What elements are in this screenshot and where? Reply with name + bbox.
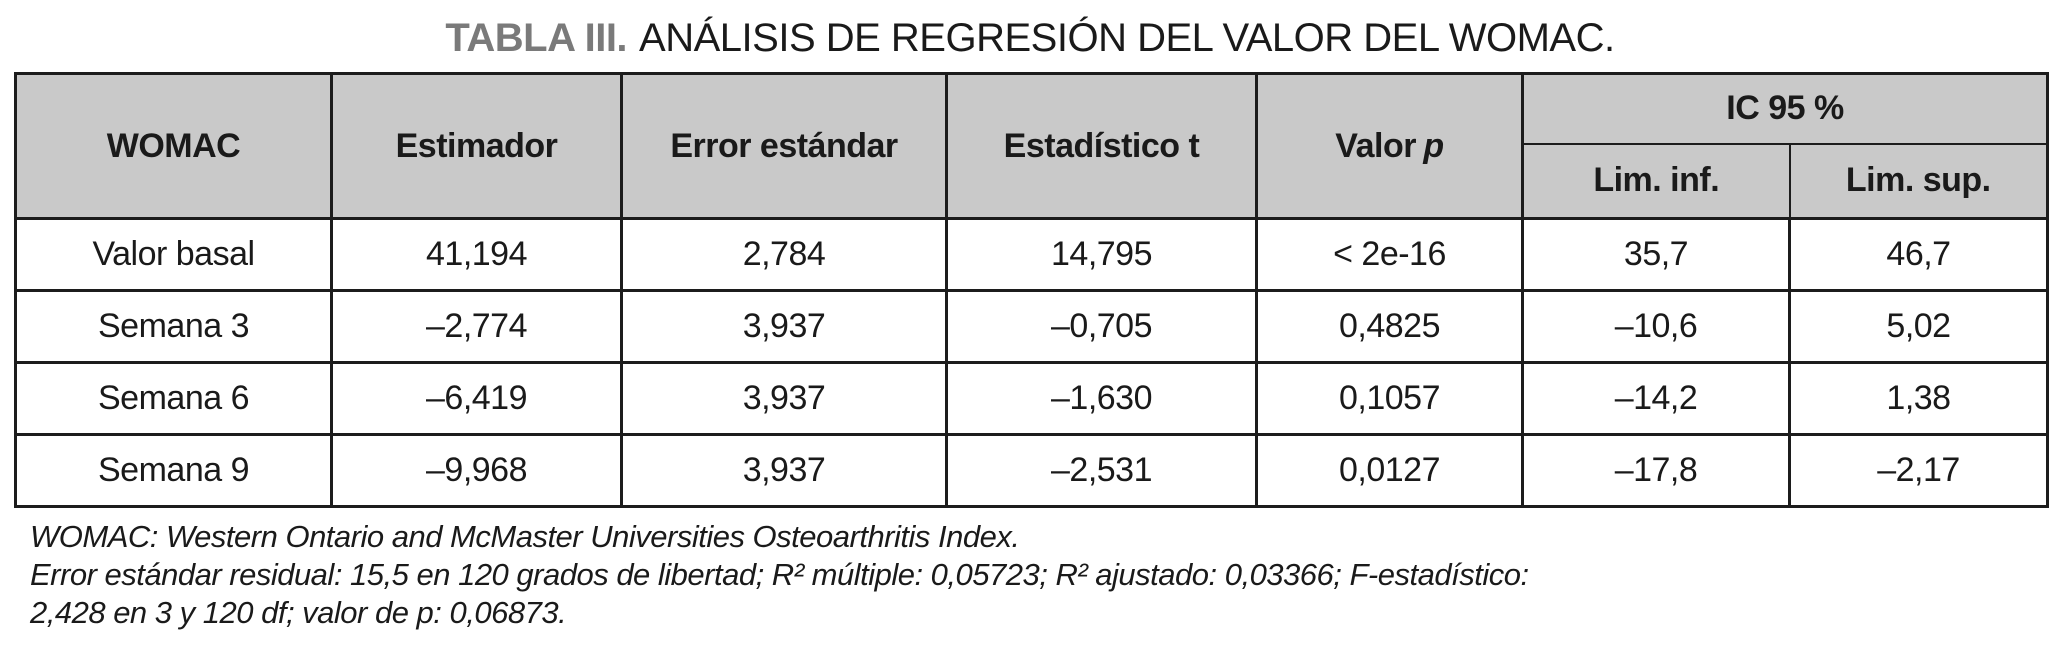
table-number-label: TABLA III. bbox=[445, 16, 628, 60]
footnote-line: Error estándar residual: 15,5 en 120 gra… bbox=[30, 557, 1529, 592]
row-label: Semana 3 bbox=[14, 289, 333, 364]
row-label: Valor basal bbox=[14, 217, 333, 292]
table-cell: 3,937 bbox=[620, 361, 948, 436]
table-header: WOMAC Estimador Error estándar Estadísti… bbox=[14, 72, 2050, 220]
table-cell: –0,705 bbox=[945, 289, 1258, 364]
table-row-semana-9: Semana 9 –9,968 3,937 –2,531 0,0127 –17,… bbox=[14, 433, 2050, 508]
col-header-error-estandar: Error estándar bbox=[620, 72, 948, 220]
table-cell: –2,531 bbox=[945, 433, 1258, 508]
table-cell: –1,630 bbox=[945, 361, 1258, 436]
table-cell: 0,1057 bbox=[1255, 361, 1524, 436]
table-cell: 3,937 bbox=[620, 289, 948, 364]
table-row-semana-6: Semana 6 –6,419 3,937 –1,630 0,1057 –14,… bbox=[14, 361, 2050, 436]
table-row-valor-basal: Valor basal 41,194 2,784 14,795 < 2e-16 … bbox=[14, 217, 2050, 292]
col-header-estadistico-t: Estadístico t bbox=[945, 72, 1258, 220]
col-header-lim-sup: Lim. sup. bbox=[1788, 142, 2050, 220]
table-title: TABLA III. ANÁLISIS DE REGRESIÓN DEL VALO… bbox=[14, 16, 2046, 60]
col-header-valor-p: Valor p bbox=[1255, 72, 1524, 220]
col-header-ic95-group: IC 95 % bbox=[1520, 72, 2050, 145]
table-title-text: ANÁLISIS DE REGRESIÓN DEL VALOR DEL WOMA… bbox=[639, 16, 1615, 60]
table-cell: –2,774 bbox=[330, 289, 623, 364]
valor-p-symbol: p bbox=[1423, 126, 1444, 165]
table-cell: < 2e-16 bbox=[1255, 217, 1524, 292]
regression-table: WOMAC Estimador Error estándar Estadísti… bbox=[14, 72, 2050, 508]
table-footnotes: WOMAC: Western Ontario and McMaster Univ… bbox=[30, 518, 2059, 632]
table-cell: 1,38 bbox=[1787, 361, 2050, 436]
col-header-womac: WOMAC bbox=[14, 72, 333, 220]
col-header-lim-inf: Lim. inf. bbox=[1521, 142, 1791, 220]
table-cell: 2,784 bbox=[620, 217, 948, 292]
table-cell: –6,419 bbox=[330, 361, 623, 436]
table-cell: –10,6 bbox=[1521, 289, 1791, 364]
footnote-line: WOMAC: Western Ontario and McMaster Univ… bbox=[30, 519, 1020, 554]
table-cell: –17,8 bbox=[1521, 433, 1791, 508]
footnote-line: 2,428 en 3 y 120 df; valor de p: 0,06873… bbox=[30, 595, 567, 630]
table-cell: –2,17 bbox=[1787, 433, 2050, 508]
table-cell: 0,4825 bbox=[1255, 289, 1524, 364]
table-cell: 46,7 bbox=[1787, 217, 2050, 292]
row-label: Semana 6 bbox=[14, 361, 333, 436]
table-cell: 3,937 bbox=[620, 433, 948, 508]
valor-p-prefix: Valor bbox=[1335, 126, 1416, 165]
col-header-estimador: Estimador bbox=[330, 72, 623, 220]
row-label: Semana 9 bbox=[14, 433, 333, 508]
table-cell: 0,0127 bbox=[1255, 433, 1524, 508]
table-cell: 5,02 bbox=[1787, 289, 2050, 364]
table-row-semana-3: Semana 3 –2,774 3,937 –0,705 0,4825 –10,… bbox=[14, 289, 2050, 364]
table-cell: 14,795 bbox=[945, 217, 1258, 292]
table-cell: –14,2 bbox=[1521, 361, 1791, 436]
table-cell: 41,194 bbox=[330, 217, 623, 292]
table-cell: –9,968 bbox=[330, 433, 623, 508]
table-cell: 35,7 bbox=[1521, 217, 1791, 292]
